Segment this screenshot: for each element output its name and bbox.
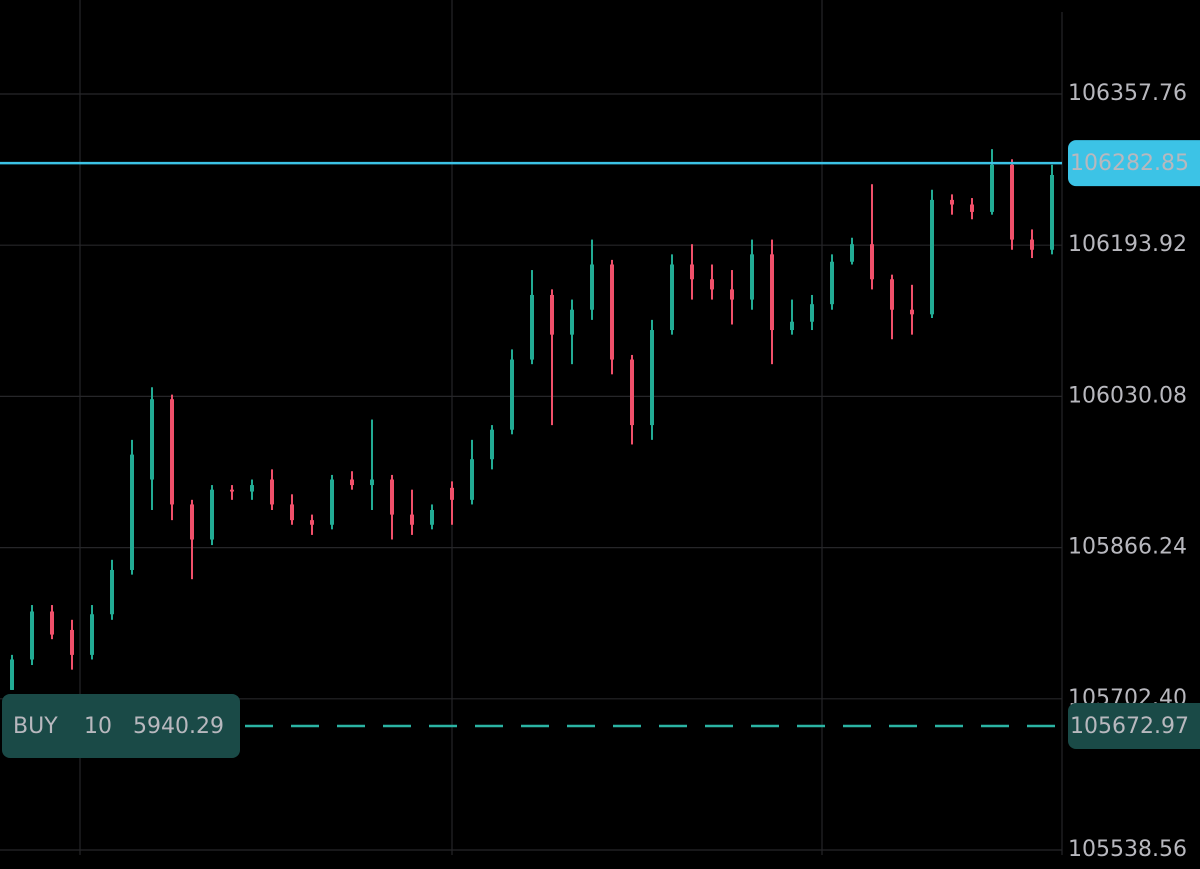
candle-body <box>1030 239 1034 250</box>
candle-body <box>850 244 854 262</box>
candle-body <box>710 279 714 290</box>
y-tick-label: 105866.24 <box>1068 535 1187 560</box>
candle-body <box>750 254 754 300</box>
candle-body <box>670 264 674 331</box>
candle-body <box>310 520 314 525</box>
candle-body <box>590 264 594 310</box>
candle-body <box>510 359 514 430</box>
candle-body <box>230 489 234 492</box>
candle-body <box>970 204 974 212</box>
order-amount: 5940.29 <box>133 714 224 739</box>
candle-body <box>190 504 194 540</box>
candle-body <box>410 514 414 525</box>
price-label-box <box>1068 702 1200 749</box>
candle-body <box>690 264 694 280</box>
candle-body <box>790 321 794 331</box>
candle-body <box>330 479 334 525</box>
candle-body <box>830 261 834 305</box>
price-label: 105672.97 <box>1070 714 1189 739</box>
candle-body <box>530 294 534 360</box>
candle-body <box>650 330 654 426</box>
candle-body <box>390 479 394 515</box>
candle-body <box>90 614 94 655</box>
candle-body <box>1010 164 1014 240</box>
candle-body <box>570 309 574 335</box>
candle-body <box>130 454 134 570</box>
price-label: 106282.85 <box>1070 151 1189 176</box>
candle-body <box>990 164 994 212</box>
candle-body <box>370 479 374 486</box>
candle-body <box>870 244 874 280</box>
candle-body <box>1050 174 1054 250</box>
candle-body <box>610 264 614 360</box>
candle-body <box>810 304 814 322</box>
candle-body <box>910 309 914 315</box>
candle-body <box>470 459 474 500</box>
y-tick-label: 105538.56 <box>1068 837 1187 862</box>
y-tick-label: 106193.92 <box>1068 232 1187 257</box>
plot: 106357.76106193.92106030.08105866.241057… <box>0 81 1200 862</box>
candle-body <box>890 279 894 310</box>
candle-body <box>30 611 34 660</box>
candle-body <box>250 485 254 492</box>
candle-body <box>350 479 354 486</box>
order-box <box>2 693 240 758</box>
candle-body <box>170 399 174 505</box>
order-quantity: 10 <box>84 714 112 739</box>
candle-body <box>270 479 274 505</box>
candle-body <box>10 659 14 690</box>
y-tick-label: 106030.08 <box>1068 383 1187 408</box>
y-tick-label: 106357.76 <box>1068 81 1187 106</box>
candle-body <box>290 504 294 521</box>
candle-body <box>70 629 74 655</box>
candle-body <box>50 611 54 635</box>
candle-body <box>490 429 494 460</box>
candle-body <box>550 294 554 335</box>
candle-body <box>630 359 634 426</box>
candle-body <box>210 489 214 540</box>
candle-body <box>110 569 114 615</box>
price-label-box <box>1068 140 1200 187</box>
candle-body <box>730 289 734 300</box>
candle-body <box>950 199 954 205</box>
candle-body <box>930 199 934 315</box>
candle-body <box>450 487 454 500</box>
candle-body <box>430 509 434 525</box>
candle-body <box>770 254 774 331</box>
order-side: BUY <box>13 714 58 739</box>
candle-body <box>150 399 154 480</box>
